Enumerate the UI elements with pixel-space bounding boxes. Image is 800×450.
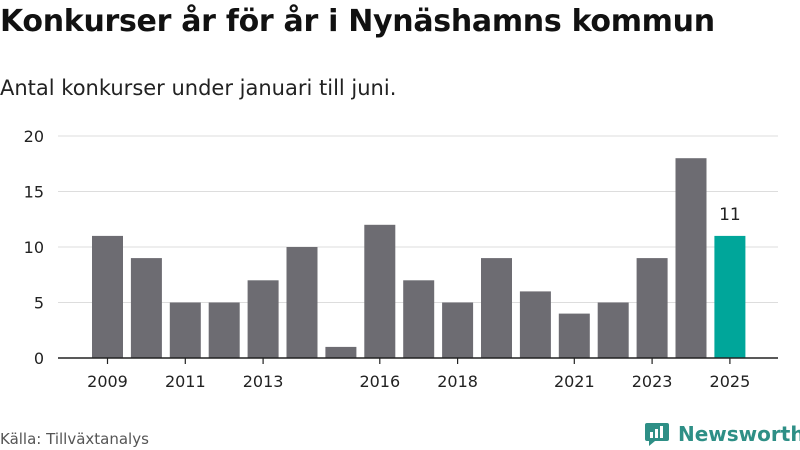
- bar-2018: [442, 302, 474, 358]
- chart-title: Konkurser år för år i Nynäshamns kommun: [0, 4, 715, 39]
- x-tick-label: 2023: [632, 372, 673, 391]
- y-tick-label: 5: [34, 294, 44, 313]
- y-tick-label: 10: [24, 238, 44, 257]
- bar-2021: [558, 313, 590, 358]
- x-tick-label: 2009: [87, 372, 128, 391]
- bar-2009: [92, 235, 123, 358]
- bar-2020: [519, 291, 551, 358]
- x-tick-label: 2018: [437, 372, 478, 391]
- chart-subtitle: Antal konkurser under januari till juni.: [0, 76, 397, 100]
- bar-2022: [597, 302, 629, 358]
- bar-2024: [675, 158, 707, 358]
- source-note: Källa: Tillväxtanalys: [0, 430, 149, 448]
- y-tick-label: 15: [24, 183, 44, 202]
- bar-2012: [208, 302, 240, 358]
- data-label: 11: [719, 205, 741, 225]
- y-tick-label: 0: [34, 349, 44, 368]
- bar-2010: [130, 258, 162, 358]
- bar-2011: [169, 302, 201, 358]
- x-tick-label: 2013: [243, 372, 284, 391]
- y-tick-label: 20: [24, 127, 44, 146]
- bar-2019: [481, 258, 512, 358]
- bar-2013: [247, 280, 279, 358]
- x-tick-label: 2025: [710, 372, 751, 391]
- bar-2015: [325, 346, 357, 358]
- brand-logo[interactable]: Newsworthy: [644, 420, 800, 448]
- bar-2023: [636, 258, 668, 358]
- x-tick-label: 2011: [165, 372, 206, 391]
- x-tick-label: 2021: [554, 372, 595, 391]
- brand-name: Newsworthy: [678, 422, 800, 446]
- x-tick-label: 2016: [359, 372, 400, 391]
- bar-2025: [714, 235, 746, 358]
- newsworthy-logo-icon: [645, 423, 669, 446]
- bar-2014: [286, 247, 318, 358]
- bar-2016: [364, 224, 396, 358]
- bar-2017: [403, 280, 435, 358]
- bar-chart: 0 5 10 15 20 2009 2011 2013 2016 2018 2021 2023 2025…: [24, 127, 778, 391]
